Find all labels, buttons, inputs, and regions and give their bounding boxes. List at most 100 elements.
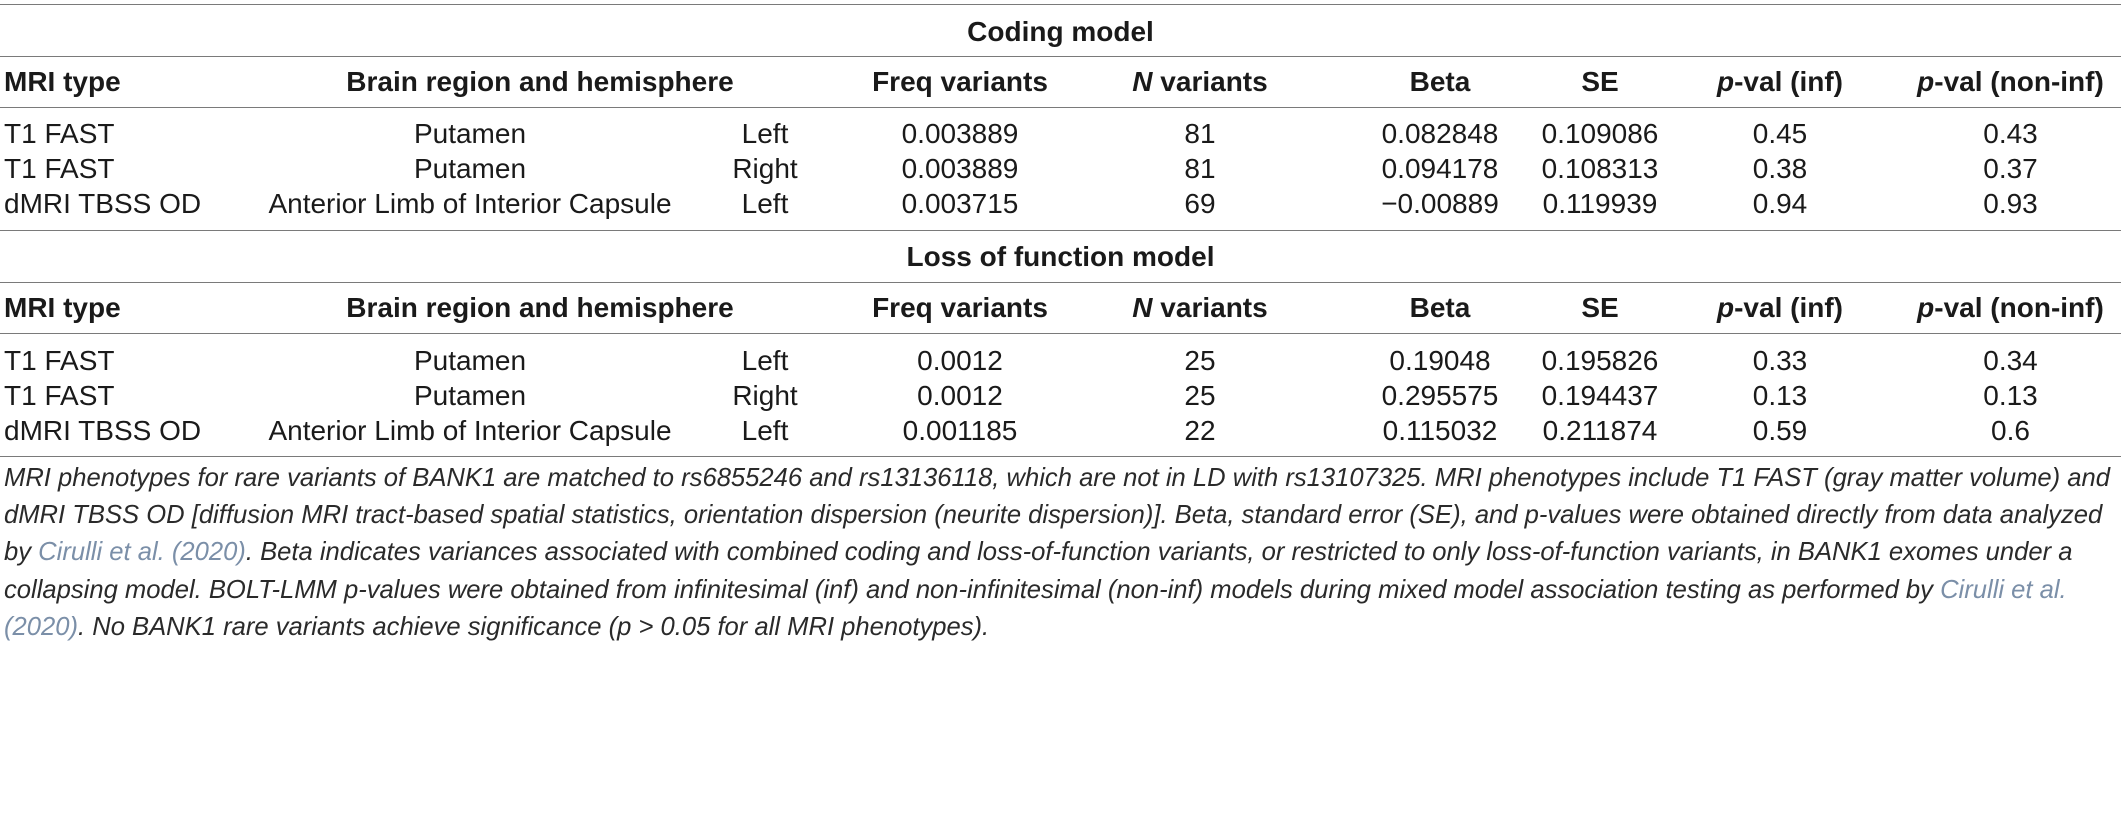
header-se: SE	[1581, 292, 1619, 323]
cell-pval-inf: 0.13	[1752, 380, 1808, 411]
cell-brain-region: Putamen	[413, 380, 527, 411]
table-row: T1 FAST Putamen Right 0.003889 81 0.0941…	[0, 149, 2121, 189]
bottom-rule	[0, 456, 2121, 457]
cell-beta: 0.295575	[1381, 380, 1499, 411]
top-rule	[0, 4, 2121, 5]
section-rule-coding	[0, 56, 2121, 57]
cell-n: 22	[1184, 415, 1216, 446]
cell-se: 0.108313	[1541, 153, 1659, 184]
cell-brain-region: Anterior Limb of Interior Capsule	[268, 415, 672, 446]
cell-pval-noninf: 0.37	[1983, 153, 2038, 184]
header-rule-lof	[0, 333, 2121, 334]
table-row: dMRI TBSS OD Anterior Limb of Interior C…	[0, 411, 2121, 451]
header-row-coding: MRI type Brain region and hemisphere Fre…	[0, 62, 2121, 102]
section-title-coding: Coding model	[967, 16, 1154, 47]
table-row: dMRI TBSS OD Anterior Limb of Interior C…	[0, 184, 2121, 224]
table-row: T1 FAST Putamen Left 0.003889 81 0.08284…	[0, 114, 2121, 154]
header-pinf-rest: -val (inf)	[1734, 292, 1843, 323]
cell-pval-inf: 0.94	[1752, 188, 1808, 219]
cell-se: 0.119939	[1542, 188, 1658, 219]
header-pnon-rest: -val (non-inf)	[1934, 292, 2104, 323]
header-beta: Beta	[1409, 66, 1471, 97]
header-freq-variants: Freq variants	[872, 66, 1048, 97]
cell-mri-type: dMRI TBSS OD	[4, 188, 202, 219]
cell-n: 81	[1184, 118, 1216, 149]
cell-freq: 0.001185	[902, 415, 1018, 446]
cell-mri-type: T1 FAST	[4, 118, 115, 149]
header-freq-variants: Freq variants	[872, 292, 1048, 323]
cell-pval-noninf: 0.13	[1983, 380, 2038, 411]
cell-pval-noninf: 0.34	[1983, 345, 2038, 376]
cell-hemisphere: Left	[741, 118, 789, 149]
header-pval-noninf: p-val (non-inf)	[1900, 62, 2121, 102]
cell-mri-type: dMRI TBSS OD	[4, 415, 202, 446]
cell-brain-region: Putamen	[413, 118, 527, 149]
footnote-text-2: . Beta indicates variances associated wi…	[4, 538, 2073, 604]
cell-mri-type: T1 FAST	[4, 153, 115, 184]
section-title-lof: Loss of function model	[906, 241, 1215, 272]
cell-n: 25	[1184, 380, 1216, 411]
cell-freq: 0.003715	[901, 188, 1019, 219]
header-n-rest: variants	[1152, 292, 1268, 323]
header-rule-coding	[0, 107, 2121, 108]
header-pinf-italic: p	[1717, 292, 1735, 323]
cell-pval-inf: 0.38	[1752, 153, 1808, 184]
footnote-text-3: . No BANK1 rare variants achieve signifi…	[77, 612, 990, 641]
cell-hemisphere: Right	[732, 153, 798, 184]
cell-n: 81	[1184, 153, 1216, 184]
header-mri-type: MRI type	[4, 292, 121, 323]
cell-freq: 0.003889	[901, 153, 1019, 184]
table-footnote: MRI phenotypes for rare variants of BANK…	[4, 460, 2114, 646]
header-n-italic: N	[1132, 66, 1153, 97]
header-n-italic: N	[1132, 292, 1153, 323]
cell-brain-region: Anterior Limb of Interior Capsule	[268, 188, 672, 219]
cell-se: 0.211874	[1542, 415, 1658, 446]
cell-freq: 0.003889	[901, 118, 1019, 149]
cell-hemisphere: Left	[741, 188, 789, 219]
cell-pval-inf: 0.33	[1752, 345, 1808, 376]
cell-pval-inf: 0.59	[1752, 415, 1808, 446]
header-pval-inf: p-val (inf)	[1700, 288, 1860, 328]
header-mri-type: MRI type	[4, 66, 121, 97]
cell-beta: 0.082848	[1381, 118, 1499, 149]
footnote-text-1: MRI phenotypes for rare variants of BANK…	[4, 464, 2110, 567]
cell-freq: 0.0012	[917, 380, 1003, 411]
cell-mri-type: T1 FAST	[4, 380, 115, 411]
cell-beta: 0.115032	[1382, 415, 1498, 446]
cell-brain-region: Putamen	[413, 345, 527, 376]
header-brain-region: Brain region and hemisphere	[346, 66, 734, 97]
header-pnon-italic: p	[1917, 66, 1935, 97]
cell-beta: −0.00889	[1381, 188, 1499, 219]
table-row: T1 FAST Putamen Left 0.0012 25 0.19048 0…	[0, 341, 2121, 381]
header-row-lof: MRI type Brain region and hemisphere Fre…	[0, 288, 2121, 328]
cell-se: 0.109086	[1541, 118, 1659, 149]
cell-freq: 0.0012	[917, 345, 1003, 376]
header-pval-noninf: p-val (non-inf)	[1900, 288, 2121, 328]
header-brain-region: Brain region and hemisphere	[346, 292, 734, 323]
header-n-rest: variants	[1152, 66, 1268, 97]
cell-beta: 0.19048	[1389, 345, 1491, 376]
header-n-variants: N variants	[1100, 288, 1300, 328]
header-pinf-rest: -val (inf)	[1734, 66, 1843, 97]
cell-pval-noninf: 0.6	[1991, 415, 2030, 446]
cell-hemisphere: Left	[741, 415, 789, 446]
header-pnon-rest: -val (non-inf)	[1934, 66, 2104, 97]
section-divider-rule	[0, 230, 2121, 231]
cell-n: 25	[1184, 345, 1216, 376]
cell-pval-noninf: 0.93	[1983, 188, 2038, 219]
cell-hemisphere: Left	[741, 345, 789, 376]
citation-link-2[interactable]: Cirulli et al. (2020)	[4, 575, 2067, 641]
header-pinf-italic: p	[1717, 66, 1735, 97]
cell-hemisphere: Right	[732, 380, 798, 411]
cell-pval-noninf: 0.43	[1983, 118, 2038, 149]
section-rule-lof	[0, 282, 2121, 283]
header-pnon-italic: p	[1917, 292, 1935, 323]
citation-link-1[interactable]: Cirulli et al. (2020)	[38, 538, 246, 567]
cell-pval-inf: 0.45	[1752, 118, 1808, 149]
cell-brain-region: Putamen	[413, 153, 527, 184]
header-n-variants: N variants	[1100, 62, 1300, 102]
cell-se: 0.194437	[1541, 380, 1659, 411]
table-row: T1 FAST Putamen Right 0.0012 25 0.295575…	[0, 376, 2121, 416]
cell-se: 0.195826	[1541, 345, 1659, 376]
cell-n: 69	[1184, 188, 1216, 219]
